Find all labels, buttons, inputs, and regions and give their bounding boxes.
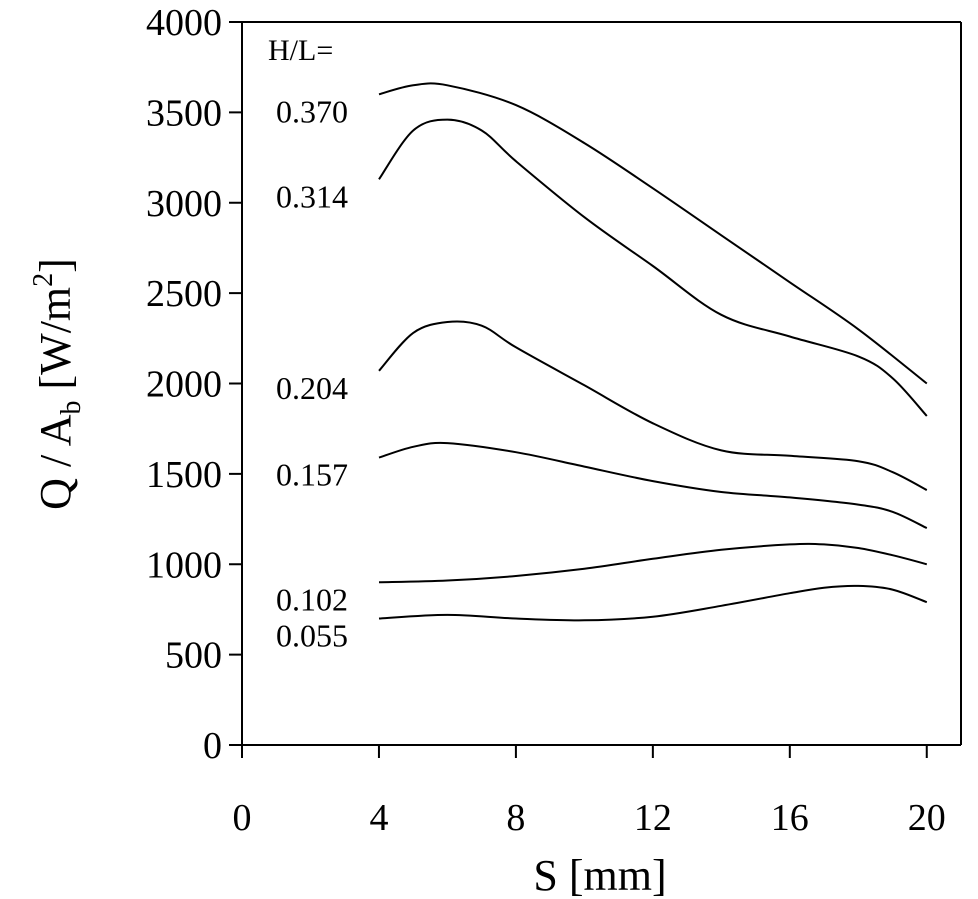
x-ticks: 0 4 8 12 16 20 [233, 745, 946, 839]
x-tick-label: 0 [233, 797, 252, 839]
y-tick-label: 0 [203, 725, 222, 767]
legend-title: H/L= [268, 34, 333, 67]
y-tick-label: 1500 [146, 454, 222, 496]
y-tick-label: 2500 [146, 273, 222, 315]
series-line-0.204 [378, 320, 928, 491]
series-label-0.157: 0.157 [276, 457, 348, 493]
y-tick-label: 4000 [146, 2, 222, 44]
series-label-0.055: 0.055 [276, 617, 348, 653]
x-tick-label: 4 [369, 797, 388, 839]
x-tick-label: 20 [908, 797, 946, 839]
y-tick-label: 500 [165, 635, 222, 677]
x-tick-label: 12 [634, 797, 672, 839]
series-line-0.370 [378, 82, 928, 385]
series-label-0.204: 0.204 [276, 370, 348, 406]
y-axis-title-superscript: 2 [28, 273, 59, 287]
series-line-0.157 [378, 441, 928, 530]
y-tick-label: 1000 [146, 544, 222, 586]
series-label-0.102: 0.102 [276, 581, 348, 617]
series-label-0.314: 0.314 [276, 178, 348, 214]
series-line-0.055 [378, 584, 928, 622]
y-axis-title: Q / Ab [W/m2] [28, 258, 87, 510]
series-group [378, 82, 928, 622]
x-axis-title: S [mm] [533, 851, 666, 899]
y-tick-label: 3500 [146, 92, 222, 134]
y-tick-label: 2000 [146, 364, 222, 406]
y-ticks: 0 500 1000 1500 2000 2500 3000 3500 4000 [146, 2, 242, 767]
series-line-0.314 [378, 118, 928, 417]
y-axis-title-main: Q / A [31, 414, 80, 510]
series-line-0.102 [378, 542, 928, 584]
x-tick-label: 8 [506, 797, 525, 839]
series-label-0.370: 0.370 [276, 93, 348, 129]
y-axis-title-close: ] [31, 258, 80, 273]
x-tick-label: 16 [771, 797, 809, 839]
y-tick-label: 3000 [146, 183, 222, 225]
y-axis-title-unit: [W/m [31, 287, 80, 401]
plot-area [241, 21, 962, 746]
y-axis-title-subscript: b [56, 400, 87, 414]
